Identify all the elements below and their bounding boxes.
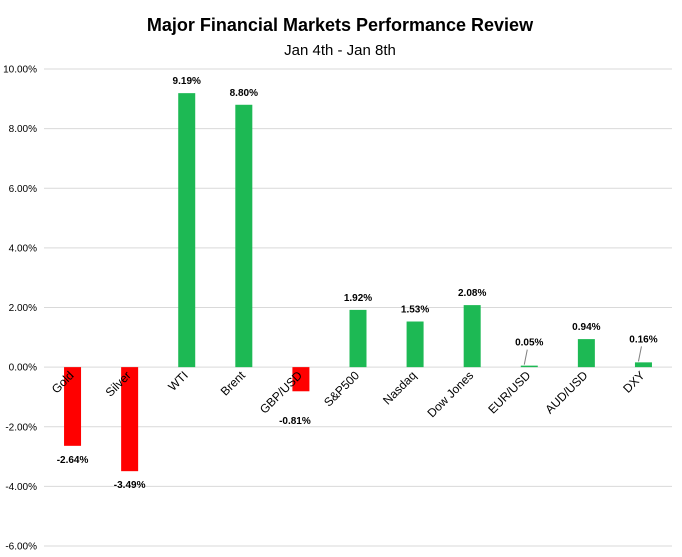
category-labels: Gold Silver WTI Brent GBP/USD S&P500 Nasdaq Dow… (49, 368, 648, 420)
data-label: 2.08% (458, 288, 486, 299)
bars (64, 93, 652, 472)
bar (235, 104, 253, 368)
y-tick-label: 6.00% (9, 184, 37, 195)
data-label: 9.19% (173, 76, 201, 87)
bar (178, 93, 196, 368)
category-label: Nasdaq (380, 368, 419, 407)
y-tick-label: 0.00% (9, 363, 37, 374)
data-label: -0.81% (279, 416, 311, 427)
category-label: AUD/USD (542, 368, 590, 416)
category-label: Dow Jones (424, 368, 476, 420)
data-label: 0.94% (572, 322, 600, 333)
data-label: 0.05% (515, 338, 543, 349)
data-label: -2.64% (57, 455, 89, 466)
chart-subtitle: Jan 4th - Jan 8th (284, 42, 396, 59)
data-label: 1.53% (401, 305, 429, 316)
y-tick-label: -4.00% (5, 482, 37, 493)
category-label: GBP/USD (257, 368, 305, 416)
bar (406, 321, 424, 368)
category-label: EUR/USD (485, 368, 533, 416)
category-label: S&P500 (321, 368, 362, 409)
data-label-leader (637, 346, 642, 362)
data-label: 1.92% (344, 293, 372, 304)
y-tick-label: 8.00% (9, 124, 37, 135)
category-label: WTI (165, 368, 190, 393)
category-label: DXY (620, 368, 647, 395)
chart-title: Major Financial Markets Performance Revi… (147, 15, 534, 35)
data-label-leader (523, 349, 528, 365)
y-tick-label: 2.00% (9, 303, 37, 314)
bar (349, 309, 367, 368)
bar (634, 362, 652, 368)
y-axis-tick-labels: -6.00% -4.00% -2.00% 0.00% 2.00% 4.00% 6.00% 8.… (3, 65, 37, 553)
data-label: 0.16% (629, 334, 657, 345)
data-labels: -2.64% -3.49% 9.19% 8.80% -0.81% 1.92% 1.53% 2.… (57, 76, 658, 491)
data-label: 8.80% (230, 88, 258, 99)
bar (121, 367, 139, 472)
gridlines (44, 68, 672, 547)
y-tick-label: -2.00% (5, 422, 37, 433)
bar (520, 365, 538, 368)
y-tick-label: -6.00% (5, 542, 37, 553)
y-tick-label: 4.00% (9, 243, 37, 254)
bar (64, 367, 82, 446)
category-label: Brent (218, 368, 249, 399)
bar (463, 305, 481, 368)
y-tick-label: 10.00% (3, 65, 37, 76)
data-label: -3.49% (114, 480, 146, 491)
bar (577, 339, 595, 368)
bar (292, 367, 310, 392)
